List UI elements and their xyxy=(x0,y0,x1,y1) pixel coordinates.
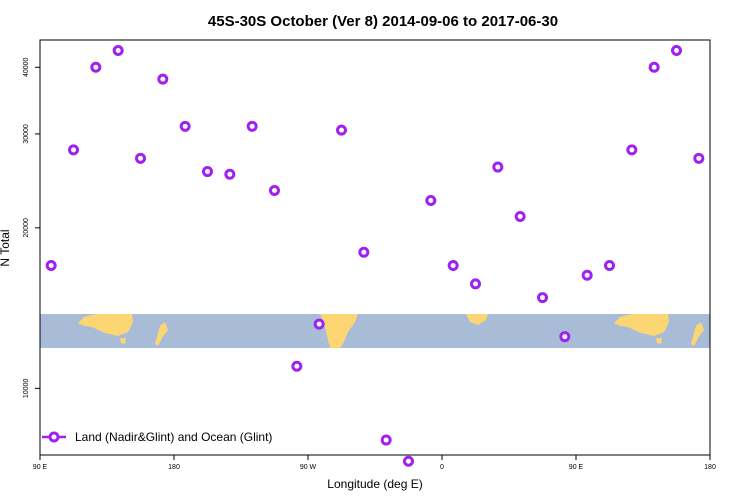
data-point xyxy=(291,360,303,372)
x-tick-label: 90 E xyxy=(569,464,584,471)
x-tick-label: 180 xyxy=(168,464,180,471)
y-tick-label: 10000 xyxy=(23,379,30,399)
data-point xyxy=(313,318,325,330)
data-point xyxy=(358,246,370,258)
legend-label: Land (Nadir&Glint) and Ocean (Glint) xyxy=(75,430,272,444)
data-point xyxy=(648,61,660,73)
data-point xyxy=(336,124,347,136)
data-point xyxy=(425,195,437,207)
y-tick-label: 20000 xyxy=(23,218,30,238)
australia-land xyxy=(78,314,133,336)
data-point xyxy=(68,144,79,156)
legend: Land (Nadir&Glint) and Ocean (Glint) xyxy=(42,430,272,444)
data-point xyxy=(447,259,459,271)
data-point xyxy=(246,120,258,132)
data-point xyxy=(559,331,571,343)
x-tick-label: 90 E xyxy=(33,464,48,471)
south-america-land xyxy=(320,314,358,348)
data-point xyxy=(514,211,526,223)
data-point xyxy=(157,73,169,85)
data-point xyxy=(604,259,615,271)
data-point xyxy=(693,152,705,164)
data-point xyxy=(45,259,57,271)
x-tick-label: 90 W xyxy=(300,464,317,471)
map-strip xyxy=(40,314,710,348)
data-point xyxy=(179,120,191,132)
data-point xyxy=(224,168,236,180)
tasmania-land xyxy=(120,338,126,344)
data-point xyxy=(626,144,638,156)
y-axis: 10000 20000 30000 40000 xyxy=(23,57,40,398)
ocean-band xyxy=(40,314,710,348)
data-point xyxy=(269,184,280,196)
y-tick-label: 30000 xyxy=(23,124,30,144)
plot-frame xyxy=(39,39,711,456)
africa-land xyxy=(466,314,488,325)
data-point xyxy=(470,278,481,290)
data-point xyxy=(112,45,124,57)
australia-land-repeat xyxy=(614,314,669,336)
tasmania-land-repeat xyxy=(656,338,662,344)
legend-marker-swatch xyxy=(48,431,60,443)
data-point xyxy=(202,166,213,178)
y-axis-label: N Total xyxy=(0,229,12,266)
data-point xyxy=(90,61,102,73)
data-points xyxy=(45,45,705,467)
data-point xyxy=(537,292,548,304)
x-tick-label: 0 xyxy=(440,464,444,471)
data-point xyxy=(671,45,682,57)
chart-title: 45S-30S October (Ver 8) 2014-09-06 to 20… xyxy=(208,13,558,30)
y-tick-label: 40000 xyxy=(23,57,30,77)
x-tick-label: 180 xyxy=(704,464,716,471)
data-point xyxy=(581,269,593,281)
data-point xyxy=(135,152,146,164)
data-point xyxy=(403,455,414,467)
data-point xyxy=(380,434,392,446)
x-axis-label: Longitude (deg E) xyxy=(327,477,422,491)
data-point xyxy=(492,161,504,173)
new-zealand-land-repeat xyxy=(691,322,704,346)
x-axis: 90 E 180 90 W 0 90 E 180 xyxy=(33,455,716,471)
new-zealand-land xyxy=(155,322,168,346)
